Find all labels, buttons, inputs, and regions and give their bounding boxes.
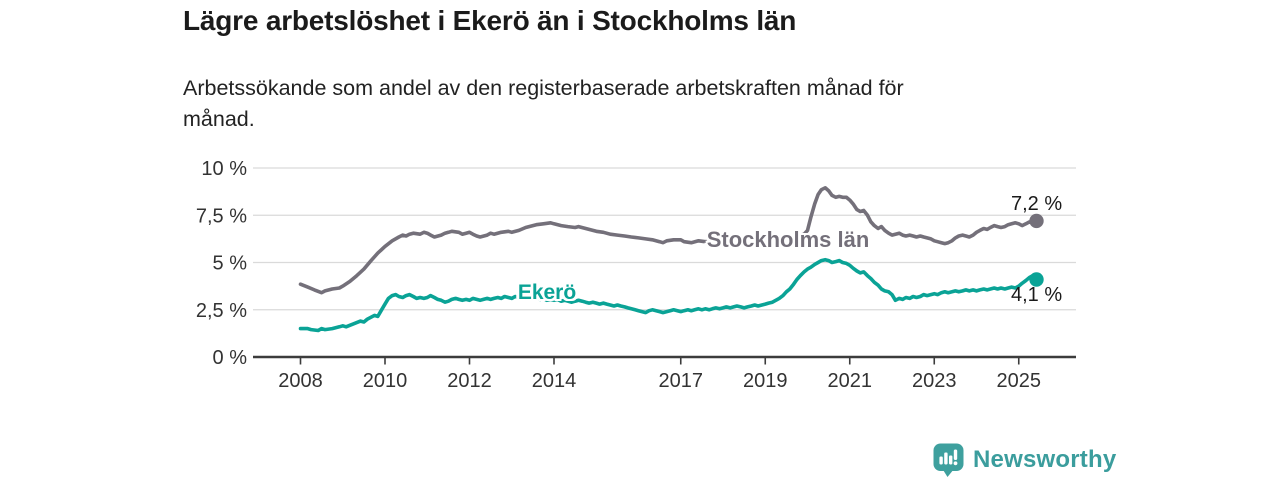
bar-chart-speech-bubble-icon xyxy=(933,443,964,477)
x-axis-tick-label: 2025 xyxy=(997,370,1042,392)
series-end-dot xyxy=(1029,213,1044,229)
y-axis-tick-label: 2,5 % xyxy=(196,300,247,322)
x-axis-tick-label: 2014 xyxy=(532,370,577,392)
y-axis-tick-label: 5 % xyxy=(213,253,248,275)
x-axis-tick-label: 2017 xyxy=(659,370,704,392)
series-line-stockholms-l-n xyxy=(298,186,1039,295)
series-label-ekero: Ekerö xyxy=(517,281,577,304)
x-axis-tick-label: 2010 xyxy=(363,370,408,392)
ekero-end-value-label: 4,1 % xyxy=(1011,284,1063,306)
x-axis-tick-label: 2019 xyxy=(743,370,788,392)
brand-footer: Newsworthy xyxy=(933,443,1116,477)
brand-wordmark: Newsworthy xyxy=(973,446,1117,473)
page-title: Lägre arbetslöshet i Ekerö än i Stockhol… xyxy=(183,5,797,36)
x-axis-tick-label: 2023 xyxy=(912,370,957,392)
y-axis-tick-label: 7,5 % xyxy=(196,205,247,227)
y-axis-tick-label: 0 % xyxy=(213,347,248,369)
series-line-eker- xyxy=(298,257,1039,333)
y-axis-tick-label: 10 % xyxy=(201,158,247,180)
series-label-stockholms-lan: Stockholms län xyxy=(706,227,870,252)
series-end-dot xyxy=(1029,272,1044,287)
x-axis-tick-label: 2021 xyxy=(828,370,873,392)
x-axis-tick-label: 2008 xyxy=(278,370,323,392)
stockholm-end-value-label: 7,2 % xyxy=(1011,193,1063,215)
x-axis-tick-label: 2012 xyxy=(447,370,492,392)
page-subtitle: Arbetssökande som andel av den registerb… xyxy=(183,76,904,131)
